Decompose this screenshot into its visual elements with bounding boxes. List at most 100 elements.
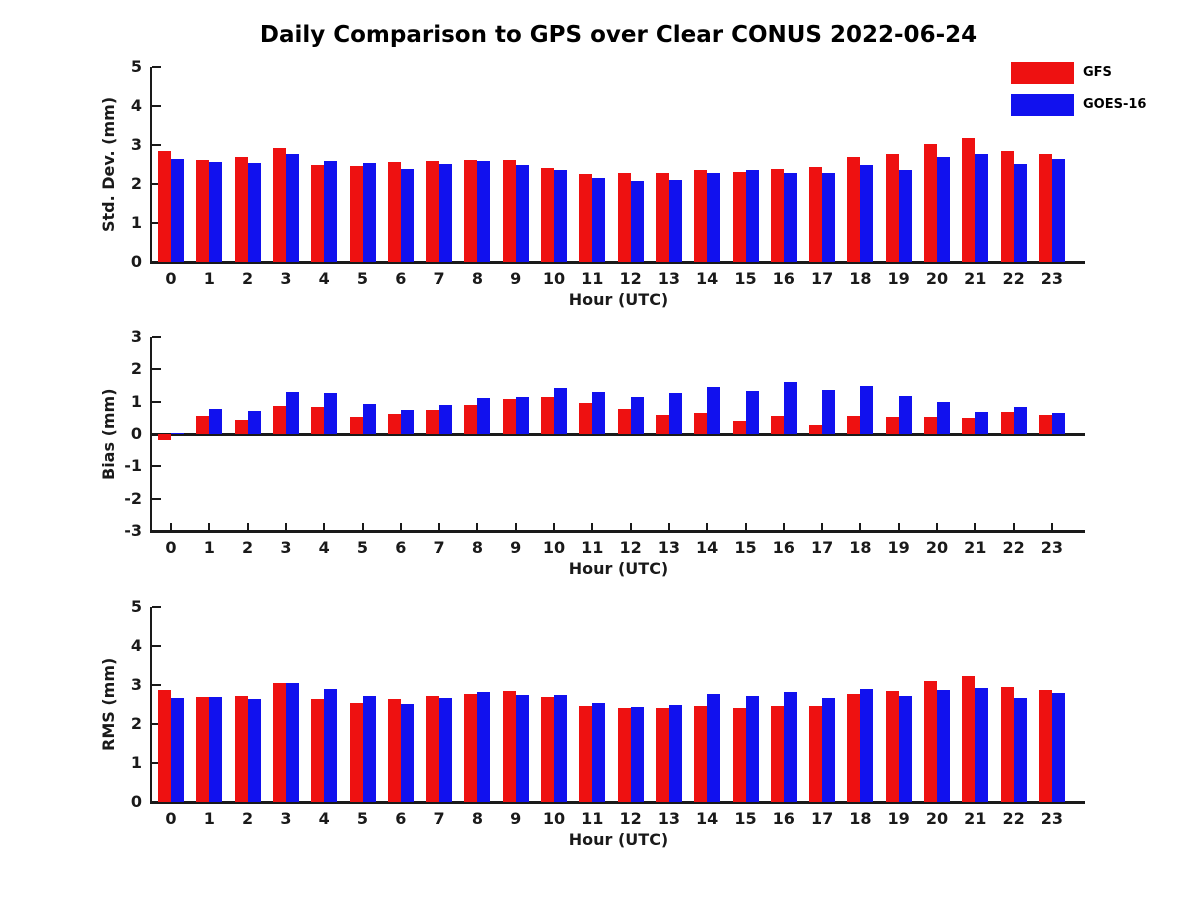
bar-goes16-h21 <box>975 688 989 802</box>
chart-title: Daily Comparison to GPS over Clear CONUS… <box>259 22 978 48</box>
x-tick-mark <box>936 523 938 531</box>
x-axis-label-rms: Hour (UTC) <box>568 830 669 849</box>
bar-goes16-h15 <box>745 695 759 802</box>
y-axis-spine <box>150 607 152 804</box>
bar-goes16-h18 <box>860 688 874 802</box>
bar-goes16-h14 <box>707 386 721 434</box>
bar-gfs-h18 <box>847 416 861 434</box>
bar-gfs-h17 <box>809 424 823 434</box>
x-tick-label: 8 <box>471 269 483 288</box>
bar-goes16-h14 <box>707 694 721 802</box>
bar-gfs-h23 <box>1038 153 1052 262</box>
bar-gfs-h19 <box>885 691 899 802</box>
bar-gfs-h5 <box>349 702 363 802</box>
x-tick-label: 19 <box>887 538 910 557</box>
x-tick-label: 4 <box>318 809 330 828</box>
bar-gfs-h10 <box>541 168 554 262</box>
x-tick-label: 21 <box>964 809 987 828</box>
x-tick-label: 22 <box>1002 809 1025 828</box>
bar-goes16-h15 <box>745 170 759 262</box>
bar-goes16-h7 <box>439 163 453 262</box>
bar-gfs-h5 <box>349 416 363 434</box>
y-tick-mark <box>152 497 161 500</box>
bar-goes16-h9 <box>515 695 529 802</box>
y-tick-mark <box>152 222 161 224</box>
x-tick-label: 6 <box>395 269 407 288</box>
y-tick-mark <box>152 465 161 468</box>
bar-goes16-h19 <box>898 169 912 262</box>
x-tick-label: 10 <box>542 809 566 828</box>
bar-gfs-h9 <box>502 690 516 802</box>
x-tick-label: 2 <box>242 538 254 557</box>
y-tick-mark <box>152 684 161 686</box>
bar-goes16-h7 <box>439 697 453 802</box>
x-axis-spine <box>150 530 1085 533</box>
bar-goes16-h17 <box>822 173 836 262</box>
bar-goes16-h17 <box>822 697 836 802</box>
bar-goes16-h18 <box>860 165 874 262</box>
x-tick-label: 19 <box>887 269 910 288</box>
bar-goes16-h2 <box>247 698 261 802</box>
y-tick-mark <box>152 368 161 371</box>
bar-gfs-h16 <box>770 705 784 802</box>
x-tick-label: 15 <box>734 809 757 828</box>
x-axis-label-bias: Hour (UTC) <box>568 559 669 578</box>
bar-goes16-h23 <box>1051 693 1065 802</box>
y-axis-spine <box>150 67 152 264</box>
x-tick-label: 13 <box>657 269 681 288</box>
bar-goes16-h14 <box>707 173 721 262</box>
bar-gfs-h7 <box>426 695 440 802</box>
x-tick-label: 2 <box>242 269 254 288</box>
x-tick-label: 0 <box>165 538 177 557</box>
x-tick-label: 20 <box>925 538 949 557</box>
x-tick-mark <box>667 523 670 531</box>
bar-goes16-h15 <box>745 391 759 434</box>
bar-goes16-h19 <box>898 696 912 802</box>
x-tick-label: 12 <box>619 269 642 288</box>
bar-goes16-h19 <box>898 395 912 434</box>
x-tick-mark <box>514 523 517 531</box>
bar-gfs-h0 <box>158 434 171 441</box>
legend-label-goes16: GOES-16 <box>1083 97 1147 112</box>
x-tick-label: 5 <box>356 538 369 557</box>
x-tick-label: 23 <box>1040 269 1064 288</box>
bar-gfs-h15 <box>732 421 746 434</box>
x-tick-label: 7 <box>433 269 445 288</box>
x-tick-label: 16 <box>772 269 795 288</box>
x-tick-label: 10 <box>542 269 566 288</box>
x-tick-label: 11 <box>581 538 604 557</box>
y-tick-label: -3 <box>124 521 142 540</box>
bar-goes16-h23 <box>1051 412 1065 434</box>
bar-gfs-h16 <box>770 169 784 262</box>
x-tick-label: 23 <box>1040 809 1064 828</box>
x-tick-label: 20 <box>925 269 949 288</box>
bar-goes16-h20 <box>937 157 950 262</box>
bar-gfs-h5 <box>349 165 363 262</box>
x-tick-label: 11 <box>581 269 604 288</box>
bar-gfs-h12 <box>617 173 631 262</box>
y-tick-mark <box>152 762 161 764</box>
y-tick-label: -2 <box>124 488 142 508</box>
x-tick-label: 0 <box>165 809 177 828</box>
bar-gfs-h8 <box>464 404 478 434</box>
x-tick-label: 13 <box>657 538 681 557</box>
x-tick-mark <box>706 523 709 531</box>
y-tick-label: 0 <box>130 424 142 443</box>
x-tick-label: 17 <box>810 269 834 288</box>
bar-goes16-h4 <box>324 160 338 262</box>
bar-gfs-h1 <box>196 159 210 262</box>
bar-goes16-h5 <box>362 163 376 262</box>
y-tick-label: -1 <box>124 456 142 476</box>
x-tick-label: 5 <box>356 269 369 288</box>
zero-line <box>152 432 1085 436</box>
x-tick-mark <box>1012 523 1015 531</box>
bar-gfs-h1 <box>196 416 210 434</box>
bar-gfs-h22 <box>1000 151 1014 262</box>
bar-gfs-h11 <box>579 173 593 262</box>
y-tick-label: 2 <box>130 714 142 733</box>
bar-goes16-h16 <box>783 173 797 262</box>
x-tick-label: 21 <box>964 538 987 557</box>
y-tick-label: 3 <box>130 327 142 346</box>
x-tick-label: 3 <box>280 809 292 828</box>
x-tick-mark <box>591 523 594 531</box>
